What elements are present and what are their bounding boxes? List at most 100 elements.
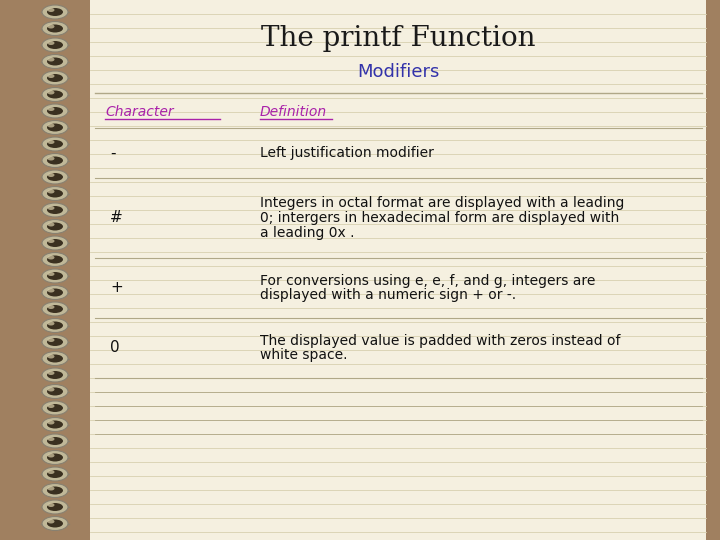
Ellipse shape [47, 222, 63, 231]
Ellipse shape [47, 74, 63, 82]
Ellipse shape [47, 404, 63, 412]
Ellipse shape [48, 321, 55, 326]
Ellipse shape [47, 255, 63, 264]
Ellipse shape [47, 190, 63, 198]
Ellipse shape [42, 38, 68, 52]
Ellipse shape [47, 503, 63, 511]
Ellipse shape [48, 190, 55, 193]
Ellipse shape [48, 503, 55, 507]
Ellipse shape [47, 437, 63, 445]
Ellipse shape [48, 206, 55, 210]
Ellipse shape [47, 91, 63, 98]
Ellipse shape [42, 87, 68, 102]
Ellipse shape [48, 222, 55, 226]
Text: For conversions using e, e, f, and g, integers are: For conversions using e, e, f, and g, in… [260, 274, 595, 288]
Ellipse shape [42, 434, 68, 448]
Ellipse shape [47, 421, 63, 429]
Ellipse shape [48, 140, 55, 144]
Ellipse shape [42, 384, 68, 399]
Ellipse shape [42, 120, 68, 134]
Ellipse shape [47, 57, 63, 65]
Ellipse shape [42, 516, 68, 530]
Ellipse shape [47, 338, 63, 346]
Ellipse shape [42, 71, 68, 85]
Ellipse shape [48, 519, 55, 523]
Ellipse shape [47, 8, 63, 16]
Ellipse shape [48, 470, 55, 474]
Ellipse shape [42, 483, 68, 497]
Ellipse shape [48, 255, 55, 260]
Ellipse shape [42, 286, 68, 300]
Text: displayed with a numeric sign + or -.: displayed with a numeric sign + or -. [260, 288, 516, 302]
Ellipse shape [42, 450, 68, 464]
Ellipse shape [48, 124, 55, 127]
Ellipse shape [48, 157, 55, 160]
Ellipse shape [47, 140, 63, 148]
Ellipse shape [42, 5, 68, 19]
Ellipse shape [47, 288, 63, 296]
Ellipse shape [47, 305, 63, 313]
Ellipse shape [48, 74, 55, 78]
Ellipse shape [48, 305, 55, 309]
Ellipse shape [47, 41, 63, 49]
Ellipse shape [47, 239, 63, 247]
Ellipse shape [47, 519, 63, 528]
Ellipse shape [42, 153, 68, 167]
Ellipse shape [42, 417, 68, 431]
Ellipse shape [48, 388, 55, 392]
Ellipse shape [47, 470, 63, 478]
Ellipse shape [42, 335, 68, 349]
Ellipse shape [42, 186, 68, 200]
Ellipse shape [48, 272, 55, 276]
Ellipse shape [47, 321, 63, 329]
Ellipse shape [47, 124, 63, 132]
Text: white space.: white space. [260, 348, 348, 362]
Ellipse shape [47, 487, 63, 495]
Ellipse shape [48, 454, 55, 457]
Text: 0; intergers in hexadecimal form are displayed with: 0; intergers in hexadecimal form are dis… [260, 211, 619, 225]
Ellipse shape [42, 55, 68, 69]
Ellipse shape [47, 206, 63, 214]
Ellipse shape [42, 137, 68, 151]
Ellipse shape [42, 368, 68, 382]
Ellipse shape [48, 404, 55, 408]
Text: The printf Function: The printf Function [261, 24, 535, 51]
Ellipse shape [42, 253, 68, 267]
Ellipse shape [42, 467, 68, 481]
Ellipse shape [42, 104, 68, 118]
Ellipse shape [47, 173, 63, 181]
Text: Left justification modifier: Left justification modifier [260, 146, 434, 160]
Ellipse shape [42, 352, 68, 366]
Text: a leading 0x .: a leading 0x . [260, 226, 354, 240]
Text: +: + [110, 280, 122, 295]
Text: #: # [110, 211, 122, 226]
FancyBboxPatch shape [706, 0, 720, 540]
Ellipse shape [42, 319, 68, 333]
Text: The displayed value is padded with zeros instead of: The displayed value is padded with zeros… [260, 334, 621, 348]
Ellipse shape [48, 107, 55, 111]
Ellipse shape [47, 354, 63, 362]
Ellipse shape [42, 269, 68, 283]
Ellipse shape [47, 371, 63, 379]
Text: Character: Character [105, 105, 174, 119]
Ellipse shape [48, 24, 55, 29]
Ellipse shape [48, 288, 55, 293]
Ellipse shape [48, 437, 55, 441]
Text: Modifiers: Modifiers [357, 63, 439, 81]
FancyBboxPatch shape [90, 0, 720, 540]
Ellipse shape [48, 41, 55, 45]
Ellipse shape [42, 500, 68, 514]
Ellipse shape [47, 272, 63, 280]
Ellipse shape [48, 91, 55, 94]
Ellipse shape [42, 302, 68, 316]
Ellipse shape [42, 22, 68, 36]
Ellipse shape [48, 57, 55, 62]
Ellipse shape [47, 454, 63, 462]
Ellipse shape [42, 236, 68, 250]
Ellipse shape [48, 487, 55, 490]
Ellipse shape [47, 24, 63, 32]
Ellipse shape [47, 388, 63, 395]
Ellipse shape [48, 338, 55, 342]
Ellipse shape [48, 371, 55, 375]
Ellipse shape [48, 173, 55, 177]
